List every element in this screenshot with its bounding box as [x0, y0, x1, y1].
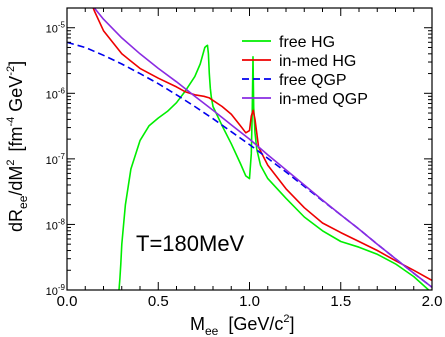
- y-label-unit-close: ]: [6, 61, 26, 66]
- legend-label-2: free QGP: [279, 72, 347, 89]
- y-label-unit-sup1: -4: [5, 117, 17, 127]
- y-label-unit-sup2: -2: [5, 66, 17, 76]
- x-label-unit: [GeV/c: [228, 314, 283, 334]
- y-axis-label: dRee/dM2 [fm-4 GeV-2]: [5, 61, 30, 232]
- series-line-3: [93, 8, 432, 288]
- legend-label-3: in-med QGP: [279, 91, 368, 108]
- x-tick-label-2: 1.0: [239, 293, 260, 310]
- x-label-unit-sup: 2: [283, 313, 289, 325]
- y-tick-label-3: 10-6: [46, 86, 66, 101]
- legend-label-0: free HG: [279, 34, 335, 51]
- annotation-temperature: T=180MeV: [136, 231, 245, 256]
- series-line-0: [118, 44, 430, 290]
- x-tick-label-1: 0.5: [148, 293, 169, 310]
- x-axis-label: Mee [GeV/c2]: [190, 313, 295, 337]
- x-tick-label-0: 0.0: [57, 293, 78, 310]
- y-label-mid: /dM: [6, 166, 26, 196]
- x-label-main: M: [190, 314, 205, 334]
- x-label-sub: ee: [205, 324, 219, 337]
- y-label-unit-mid: GeV: [6, 76, 26, 117]
- legend: free HG in-med HG free QGP in-med QGP: [242, 34, 368, 108]
- y-label-lead-sub: ee: [16, 195, 30, 209]
- tick-layer: 0.0 0.5 1.0 1.5 2.0 10-9 10-8 10-7 10-6 10-5: [46, 8, 443, 310]
- y-label-unit: [fm: [6, 126, 26, 151]
- x-tick-label-4: 2.0: [422, 293, 443, 310]
- x-label-unit-close: ]: [290, 314, 295, 334]
- y-label-lead: dR: [6, 209, 26, 232]
- series-line-1: [92, 8, 432, 282]
- y-tick-label-4: 10-5: [46, 21, 66, 36]
- x-tick-label-3: 1.5: [330, 293, 351, 310]
- legend-label-1: in-med HG: [279, 53, 356, 70]
- y-tick-label-0: 10-9: [46, 283, 66, 298]
- y-tick-label-1: 10-8: [46, 217, 66, 232]
- y-label-mid-sup: 2: [5, 159, 17, 165]
- series-layer: [67, 8, 432, 290]
- y-tick-label-2: 10-7: [46, 152, 66, 167]
